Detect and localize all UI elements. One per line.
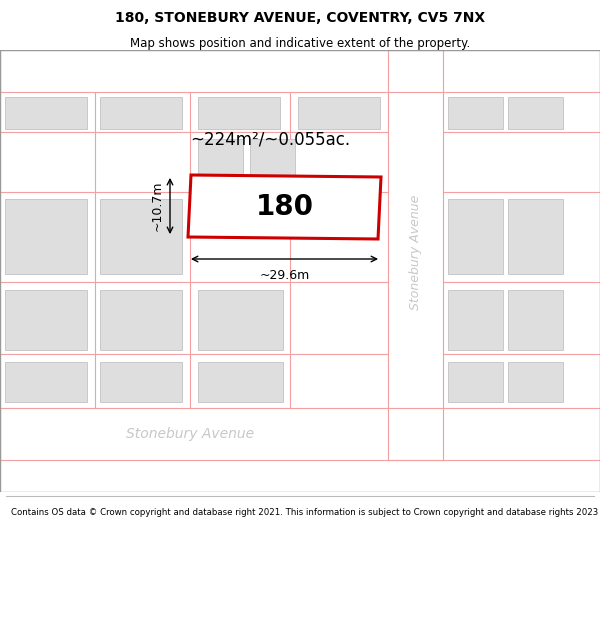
Bar [298,97,380,129]
Bar [508,362,563,402]
Text: ~29.6m: ~29.6m [259,269,310,282]
Text: ~224m²/~0.055ac.: ~224m²/~0.055ac. [190,131,350,149]
Bar [100,97,182,129]
Text: Stonebury Avenue: Stonebury Avenue [126,427,254,441]
Bar [198,139,243,187]
Text: Stonebury Avenue: Stonebury Avenue [409,194,422,309]
Bar [5,199,87,274]
Bar [100,362,182,402]
Bar [5,362,87,402]
Bar [0,50,600,92]
Bar [508,97,563,129]
Bar [198,97,280,129]
Bar [448,199,503,274]
Bar [100,290,182,350]
Bar [100,199,182,274]
Text: Map shows position and indicative extent of the property.: Map shows position and indicative extent… [130,38,470,51]
Bar [5,97,87,129]
Text: 180, STONEBURY AVENUE, COVENTRY, CV5 7NX: 180, STONEBURY AVENUE, COVENTRY, CV5 7NX [115,11,485,25]
Bar [0,408,600,460]
Bar [5,290,87,350]
Bar [198,362,283,402]
Text: Contains OS data © Crown copyright and database right 2021. This information is : Contains OS data © Crown copyright and d… [11,508,600,517]
Bar [250,139,295,187]
Bar [508,199,563,274]
Bar [448,97,503,129]
Bar [198,290,283,350]
Bar [448,362,503,402]
Polygon shape [188,175,381,239]
Bar [508,290,563,350]
Bar [388,50,443,460]
Bar [448,290,503,350]
Text: ~10.7m: ~10.7m [151,181,164,231]
Text: 180: 180 [256,193,314,221]
